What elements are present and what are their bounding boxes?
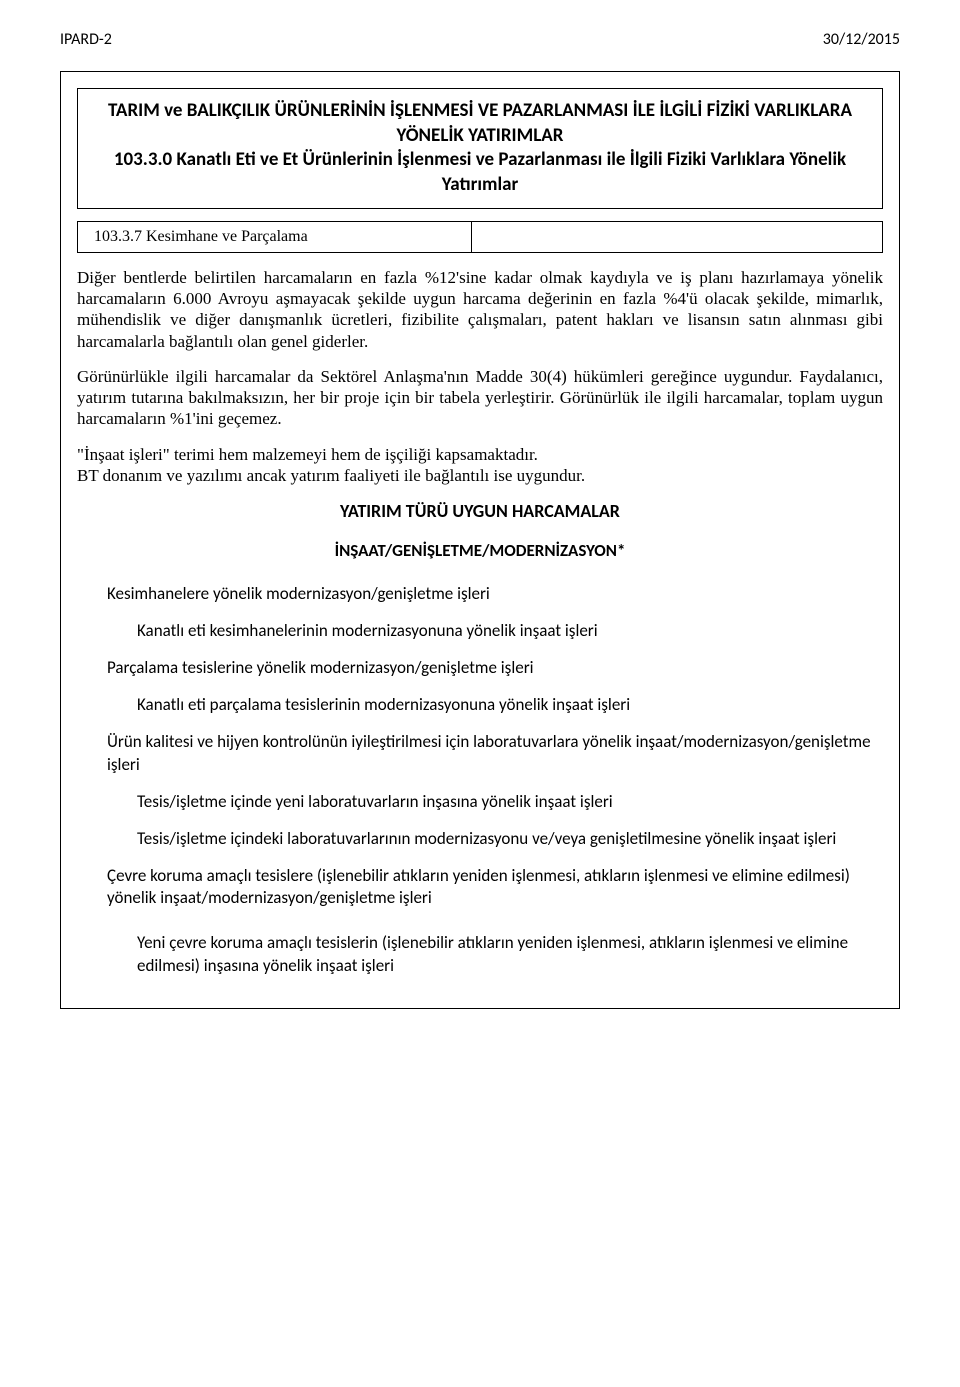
title-line-1: TARIM ve BALIKÇILIK ÜRÜNLERİNİN İŞLENMES…: [90, 99, 870, 148]
list-item: Yeni çevre koruma amaçlı tesislerin (işl…: [77, 932, 883, 978]
sub-row: 103.3.7 Kesimhane ve Parçalama: [77, 221, 883, 253]
list-item: Ürün kalitesi ve hijyen kontrolünün iyil…: [77, 731, 883, 777]
list-item: Parçalama tesislerine yönelik modernizas…: [77, 657, 883, 680]
list-item: Tesis/işletme içinde yeni laboratuvarlar…: [77, 791, 883, 814]
paragraph-2: Görünürlükle ilgili harcamalar da Sektör…: [77, 366, 883, 430]
header-right: 30/12/2015: [823, 30, 900, 49]
list-item: Kesimhanelere yönelik modernizasyon/geni…: [77, 583, 883, 606]
list-item: Tesis/işletme içindeki laboratuvarlarını…: [77, 828, 883, 851]
sub-heading: İNŞAAT/GENİŞLETME/MODERNİZASYON*: [77, 540, 883, 561]
list-item: Çevre koruma amaçlı tesislere (işlenebil…: [77, 865, 883, 911]
header-left: IPARD-2: [60, 30, 112, 49]
page: IPARD-2 30/12/2015 TARIM ve BALIKÇILIK Ü…: [0, 0, 960, 1049]
paragraph-1: Diğer bentlerde belirtilen harcamaların …: [77, 267, 883, 352]
sub-row-right: [472, 221, 883, 253]
title-line-2: 103.3.0 Kanatlı Eti ve Et Ürünlerinin İş…: [90, 148, 870, 197]
section-heading: YATIRIM TÜRÜ UYGUN HARCAMALAR: [77, 500, 883, 522]
paragraph-4: BT donanım ve yazılımı ancak yatırım faa…: [77, 465, 883, 486]
outer-box: TARIM ve BALIKÇILIK ÜRÜNLERİNİN İŞLENMES…: [60, 71, 900, 1009]
list-item: Kanatlı eti kesimhanelerinin modernizasy…: [77, 620, 883, 643]
paragraph-3: "İnşaat işleri" terimi hem malzemeyi hem…: [77, 444, 883, 465]
sub-row-left: 103.3.7 Kesimhane ve Parçalama: [77, 221, 472, 253]
page-header: IPARD-2 30/12/2015: [60, 30, 900, 49]
title-box: TARIM ve BALIKÇILIK ÜRÜNLERİNİN İŞLENMES…: [77, 88, 883, 209]
list-item: Kanatlı eti parçalama tesislerinin moder…: [77, 694, 883, 717]
